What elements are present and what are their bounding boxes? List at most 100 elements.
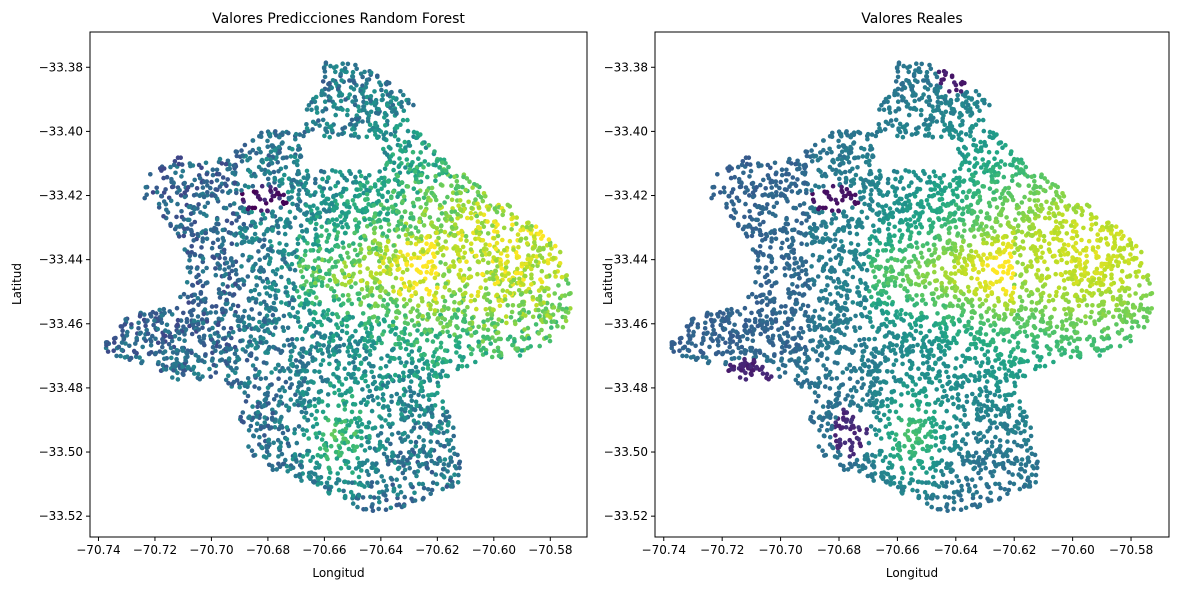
- scatter-point: [372, 495, 377, 500]
- scatter-point: [137, 331, 142, 337]
- scatter-point: [342, 66, 348, 71]
- scatter-point: [442, 298, 448, 304]
- scatter-point: [111, 348, 116, 354]
- scatter-point: [208, 185, 213, 191]
- scatter-point: [232, 180, 237, 185]
- scatter-point: [441, 444, 447, 449]
- scatter-point: [300, 274, 306, 280]
- scatter-point: [303, 291, 309, 296]
- scatter-point: [296, 192, 301, 197]
- scatter-point: [385, 353, 390, 359]
- scatter-point: [517, 311, 522, 316]
- scatter-point: [298, 154, 304, 159]
- scatter-point: [437, 202, 443, 208]
- scatter-point: [196, 202, 201, 207]
- scatter-point: [175, 377, 181, 382]
- scatter-point: [537, 253, 543, 258]
- scatter-point: [921, 204, 926, 210]
- scatter-point: [192, 219, 198, 225]
- scatter-point: [388, 441, 393, 447]
- scatter-point: [250, 138, 256, 143]
- scatter-point: [250, 183, 256, 189]
- scatter-point: [172, 334, 178, 339]
- scatter-point: [324, 209, 329, 214]
- scatter-point: [472, 297, 478, 303]
- scatter-point: [308, 458, 313, 464]
- scatter-point: [393, 332, 398, 337]
- scatter-point: [381, 297, 387, 303]
- scatter-point: [431, 263, 437, 269]
- scatter-point: [294, 337, 300, 342]
- scatter-point: [451, 259, 456, 264]
- scatter-point: [484, 270, 490, 275]
- scatter-point: [364, 330, 370, 335]
- scatter-point: [356, 474, 362, 480]
- scatter-point: [401, 370, 406, 376]
- scatter-point: [402, 284, 408, 289]
- scatter-point: [397, 163, 402, 168]
- scatter-point: [353, 217, 358, 222]
- scatter-point: [528, 256, 534, 262]
- scatter-point: [411, 407, 417, 412]
- scatter-point: [396, 289, 402, 294]
- scatter-point: [539, 327, 544, 333]
- scatter-point: [185, 366, 191, 371]
- scatter-point: [296, 319, 301, 324]
- scatter-point: [437, 165, 442, 170]
- scatter-point: [391, 346, 396, 352]
- scatter-point: [475, 289, 481, 295]
- scatter-point: [563, 318, 569, 324]
- scatter-point: [521, 336, 527, 342]
- scatter-point: [279, 348, 285, 354]
- scatter-point: [120, 328, 125, 334]
- scatter-point: [258, 340, 263, 345]
- scatter-point: [263, 455, 269, 460]
- scatter-point: [352, 431, 358, 437]
- scatter-point: [216, 322, 221, 328]
- scatter-point: [254, 428, 259, 433]
- scatter-point: [364, 192, 370, 197]
- scatter-point: [490, 223, 495, 228]
- scatter-point: [300, 427, 306, 432]
- scatter-point: [346, 292, 351, 298]
- scatter-point: [273, 325, 278, 330]
- scatter-point: [426, 397, 432, 403]
- scatter-point: [220, 242, 225, 247]
- scatter-point: [413, 399, 419, 405]
- scatter-point: [402, 326, 408, 331]
- scatter-point: [260, 279, 266, 284]
- scatter-point: [271, 397, 277, 402]
- scatter-point: [421, 223, 427, 228]
- scatter-point: [451, 307, 457, 313]
- scatter-point: [405, 341, 411, 347]
- scatter-point: [372, 129, 378, 134]
- scatter-point: [386, 421, 391, 427]
- scatter-point: [335, 471, 341, 476]
- scatter-point: [302, 376, 308, 381]
- scatter-point: [333, 183, 338, 189]
- scatter-point: [136, 326, 141, 331]
- scatter-point: [337, 90, 343, 95]
- scatter-point: [245, 376, 251, 381]
- scatter-point: [403, 406, 408, 412]
- scatter-point: [136, 320, 141, 326]
- scatter-point: [389, 262, 394, 268]
- scatter-point: [367, 433, 372, 439]
- scatter-point: [357, 353, 362, 359]
- scatter-point: [245, 393, 251, 399]
- scatter-point: [195, 231, 200, 237]
- scatter-point: [268, 184, 273, 190]
- scatter-point: [313, 465, 318, 471]
- scatter-point: [343, 426, 349, 432]
- scatter-point: [290, 201, 295, 207]
- scatter-point: [357, 339, 363, 344]
- scatter-point: [380, 231, 386, 236]
- scatter-point: [271, 281, 277, 287]
- scatter-point: [352, 448, 357, 453]
- scatter-point: [398, 143, 403, 149]
- scatter-point: [278, 394, 284, 400]
- scatter-point: [297, 381, 303, 387]
- scatter-point: [810, 191, 815, 197]
- scatter-point: [553, 243, 558, 249]
- scatter-point: [357, 269, 363, 275]
